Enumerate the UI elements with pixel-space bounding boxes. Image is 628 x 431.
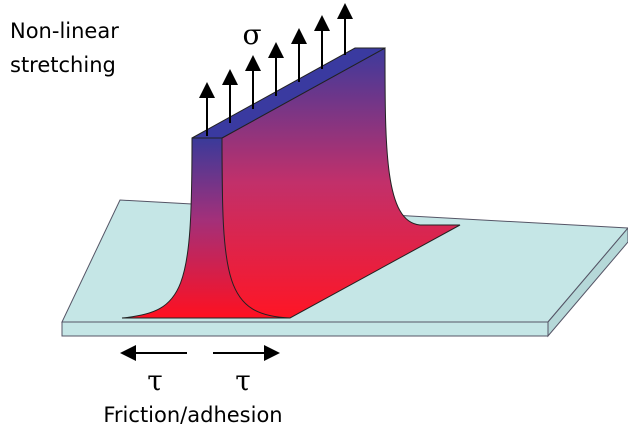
film-top: [191, 47, 386, 139]
film-front: [121, 137, 291, 319]
caption: Friction/adhesion: [103, 403, 282, 427]
plate-side: [547, 227, 628, 338]
tau-label: τ: [147, 364, 163, 397]
plate-front: [61, 321, 549, 337]
stress-arrows: [199, 3, 353, 136]
stretching-label: Non-linear: [10, 19, 119, 43]
sigma-label: σ: [242, 18, 261, 51]
stretching-label: stretching: [10, 53, 116, 77]
tau-label: τ: [235, 364, 251, 397]
